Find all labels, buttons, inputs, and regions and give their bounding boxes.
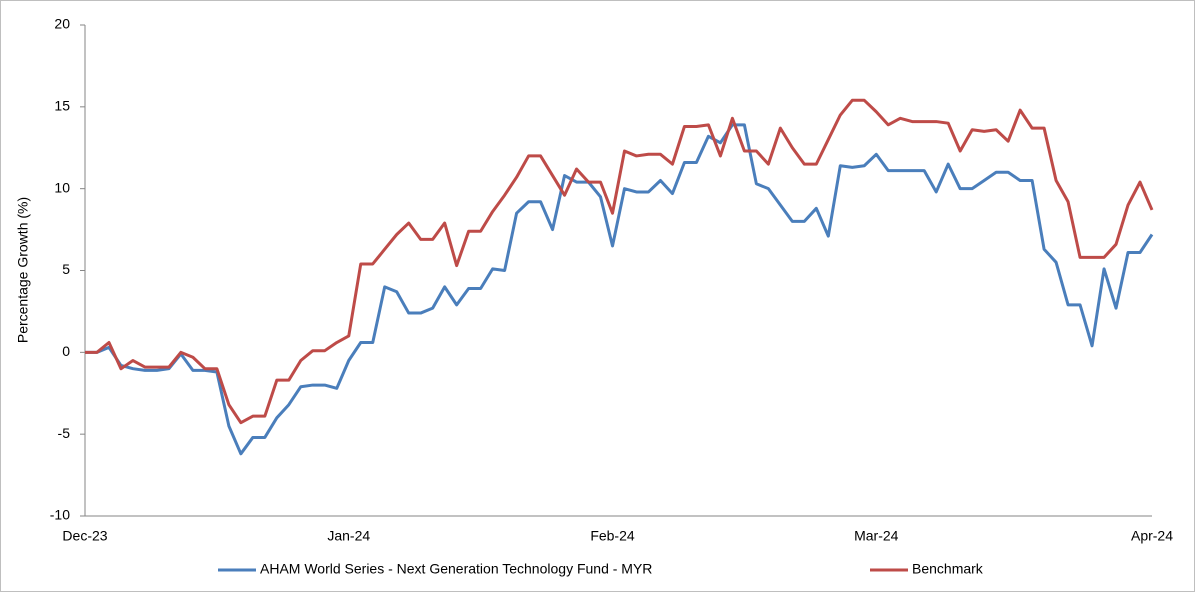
y-tick-label: 0 — [62, 343, 70, 359]
y-tick-label: 20 — [54, 16, 70, 32]
legend-label: AHAM World Series - Next Generation Tech… — [260, 561, 652, 577]
y-tick-label: 10 — [54, 179, 70, 195]
y-tick-label: 5 — [62, 261, 70, 277]
x-tick-label: Dec-23 — [62, 528, 107, 544]
data-line — [85, 123, 1154, 456]
y-tick-label: -10 — [50, 507, 70, 523]
x-tick-label: Jan-24 — [327, 528, 370, 544]
x-tick-label: Feb-24 — [590, 528, 635, 544]
x-tick-label: Mar-24 — [854, 528, 899, 544]
x-tick-label: Apr-24 — [1131, 528, 1173, 544]
data-line — [85, 98, 1154, 425]
y-tick-label: -5 — [58, 425, 71, 441]
y-tick-label: 15 — [54, 98, 70, 114]
legend-label: Benchmark — [912, 561, 984, 577]
y-axis-label: Percentage Growth (%) — [15, 197, 31, 343]
